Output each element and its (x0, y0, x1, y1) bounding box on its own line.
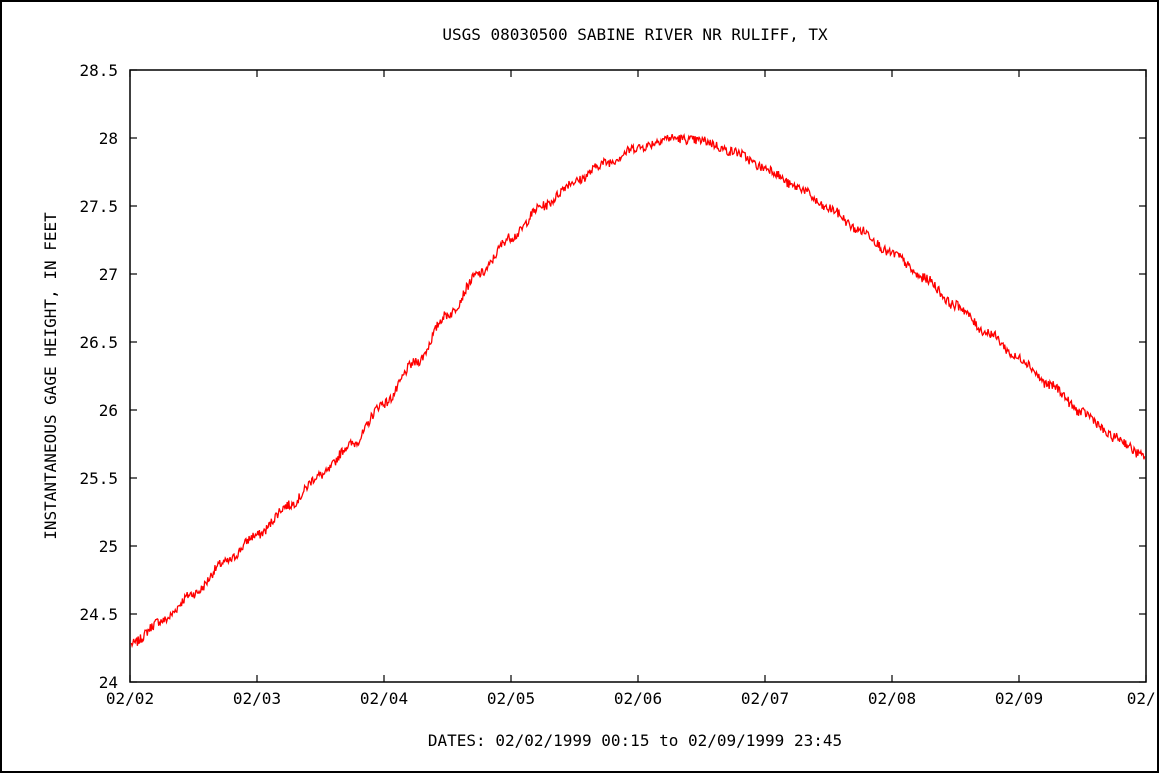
x-tick-label: 02/02 (106, 689, 154, 708)
y-tick-label: 26 (99, 401, 118, 420)
x-tick-label: 02/05 (487, 689, 535, 708)
x-tick-label: 02/04 (360, 689, 408, 708)
y-tick-label: 28 (99, 129, 118, 148)
y-tick-label: 25 (99, 537, 118, 556)
x-axis-title: DATES: 02/02/1999 00:15 to 02/09/1999 23… (428, 731, 842, 750)
x-tick-label: 02/06 (614, 689, 662, 708)
chart-title: USGS 08030500 SABINE RIVER NR RULIFF, TX (442, 25, 828, 44)
x-axis: 02/02 02/03 02/04 02/05 02/06 02/07 02/08 02/09… (106, 70, 1159, 708)
x-tick-label: 02/1 (1127, 689, 1159, 708)
y-tick-label: 27.5 (79, 197, 118, 216)
y-axis-title: INSTANTANEOUS GAGE HEIGHT, IN FEET (41, 212, 60, 540)
y-tick-label: 28.5 (79, 61, 118, 80)
y-axis: 24 24.5 25 25.5 26 26.5 27 27.5 28 28.5 (79, 61, 1146, 692)
y-tick-label: 24.5 (79, 605, 118, 624)
y-tick-label: 25.5 (79, 469, 118, 488)
y-tick-label: 27 (99, 265, 118, 284)
x-tick-label: 02/03 (233, 689, 281, 708)
x-tick-label: 02/09 (995, 689, 1043, 708)
y-tick-label: 24 (99, 673, 118, 692)
x-tick-label: 02/08 (868, 689, 916, 708)
series-line (130, 133, 1146, 649)
y-tick-label: 26.5 (79, 333, 118, 352)
x-tick-label: 02/07 (741, 689, 789, 708)
plot-area (129, 69, 1147, 683)
